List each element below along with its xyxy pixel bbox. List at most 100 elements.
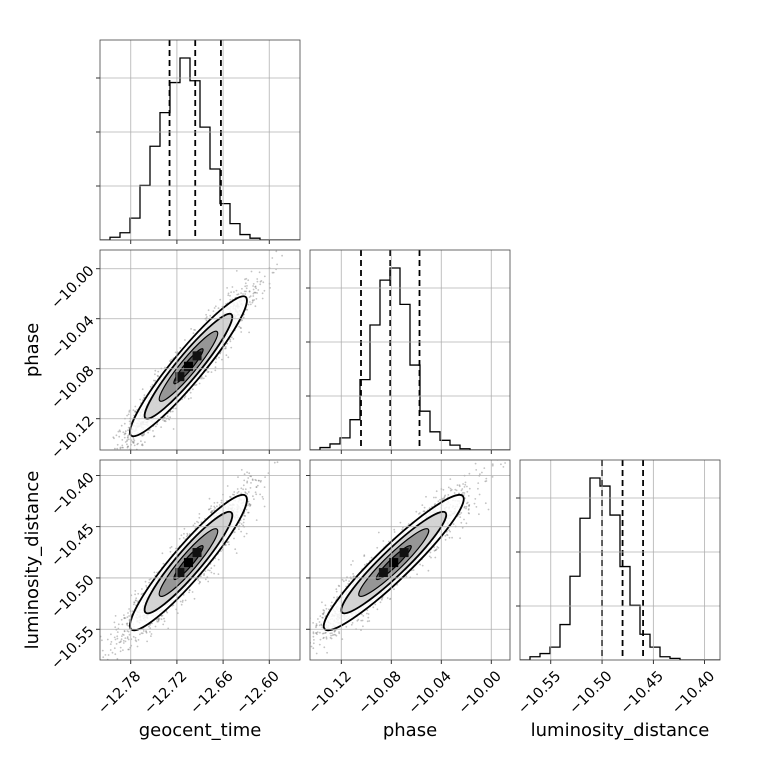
sample-point bbox=[148, 578, 151, 581]
sample-point bbox=[156, 374, 159, 377]
sample-point bbox=[118, 667, 120, 669]
sample-point bbox=[244, 491, 247, 493]
sample-point bbox=[127, 438, 130, 441]
sample-point bbox=[248, 503, 251, 506]
sample-point bbox=[139, 633, 141, 636]
sample-point bbox=[209, 314, 212, 317]
sample-point bbox=[169, 360, 171, 362]
sample-point bbox=[247, 500, 250, 503]
sample-point bbox=[119, 446, 122, 449]
sample-point bbox=[132, 441, 135, 443]
sample-point bbox=[244, 278, 246, 281]
sample-point bbox=[197, 579, 200, 581]
sample-point bbox=[150, 635, 152, 637]
sample-point bbox=[172, 407, 175, 410]
sample-point bbox=[94, 496, 96, 498]
sample-point bbox=[176, 612, 179, 615]
sample-point bbox=[242, 521, 245, 524]
sample-point bbox=[120, 424, 123, 427]
sample-point bbox=[237, 490, 240, 493]
sample-point bbox=[190, 328, 193, 330]
sample-point bbox=[126, 637, 129, 640]
sample-point bbox=[254, 478, 257, 481]
sample-point bbox=[126, 440, 128, 442]
sample-point bbox=[188, 589, 191, 592]
sample-point bbox=[124, 640, 127, 643]
sample-point bbox=[139, 398, 142, 401]
sample-point bbox=[170, 546, 173, 548]
sample-point bbox=[204, 375, 207, 377]
sample-point bbox=[254, 286, 256, 288]
sample-point bbox=[102, 663, 104, 665]
sample-point bbox=[124, 432, 126, 435]
sample-point bbox=[120, 638, 123, 641]
sample-point bbox=[123, 630, 126, 633]
sample-point bbox=[153, 571, 156, 574]
sample-point bbox=[262, 498, 265, 500]
sample-point bbox=[154, 369, 157, 372]
sample-point bbox=[242, 484, 245, 487]
sample-point bbox=[137, 442, 139, 445]
sample-point bbox=[127, 625, 130, 627]
sample-point bbox=[210, 505, 213, 507]
sample-point bbox=[229, 496, 232, 498]
sample-point bbox=[194, 329, 197, 331]
sample-point bbox=[271, 271, 274, 274]
histogram-phase bbox=[310, 267, 510, 450]
sample-point bbox=[137, 452, 139, 454]
sample-point bbox=[249, 303, 252, 306]
sample-point bbox=[253, 498, 255, 500]
sample-point bbox=[162, 623, 165, 626]
sample-point bbox=[183, 532, 185, 535]
sample-point bbox=[255, 519, 258, 521]
sample-point bbox=[197, 521, 200, 524]
sample-point bbox=[251, 299, 254, 301]
sample-point bbox=[271, 257, 274, 259]
sample-point bbox=[174, 407, 177, 410]
sample-point bbox=[216, 501, 219, 504]
sample-point bbox=[137, 592, 140, 595]
sample-point bbox=[142, 434, 145, 437]
sample-point bbox=[240, 331, 243, 333]
sample-point bbox=[146, 640, 149, 643]
sample-point bbox=[154, 625, 157, 628]
sample-point bbox=[123, 436, 126, 439]
sample-point bbox=[114, 638, 117, 641]
sample-point bbox=[119, 646, 122, 649]
sample-point bbox=[214, 366, 217, 369]
sample-point bbox=[248, 503, 251, 505]
sample-point bbox=[135, 640, 138, 643]
scatter-panel-geocent-time-vs-phase bbox=[94, 220, 295, 498]
sample-point bbox=[229, 495, 231, 498]
sample-point bbox=[128, 648, 130, 651]
sample-point bbox=[230, 291, 233, 294]
sample-point bbox=[116, 668, 118, 670]
sample-point bbox=[211, 510, 214, 512]
sample-point bbox=[102, 656, 105, 659]
sample-point bbox=[111, 668, 113, 670]
sample-point bbox=[111, 651, 114, 654]
sample-point bbox=[106, 638, 109, 641]
sample-point bbox=[221, 358, 223, 361]
sample-point bbox=[242, 488, 245, 491]
sample-point bbox=[94, 465, 96, 467]
sample-point bbox=[252, 300, 254, 302]
sample-point bbox=[249, 487, 252, 489]
sample-point bbox=[184, 339, 186, 341]
sample-point bbox=[201, 376, 203, 379]
sample-point bbox=[248, 472, 251, 475]
sample-point bbox=[186, 532, 189, 535]
sample-point bbox=[110, 633, 112, 636]
sample-point bbox=[120, 640, 122, 642]
sample-point bbox=[135, 597, 138, 600]
sample-point bbox=[240, 469, 243, 471]
sample-point bbox=[236, 492, 239, 494]
sample-point bbox=[119, 430, 121, 433]
sample-point bbox=[293, 220, 295, 222]
sample-point bbox=[118, 429, 121, 432]
sample-point bbox=[136, 645, 139, 648]
sample-point bbox=[188, 533, 191, 535]
sample-point bbox=[132, 438, 135, 440]
sample-point bbox=[236, 488, 239, 490]
sample-point bbox=[141, 632, 144, 635]
